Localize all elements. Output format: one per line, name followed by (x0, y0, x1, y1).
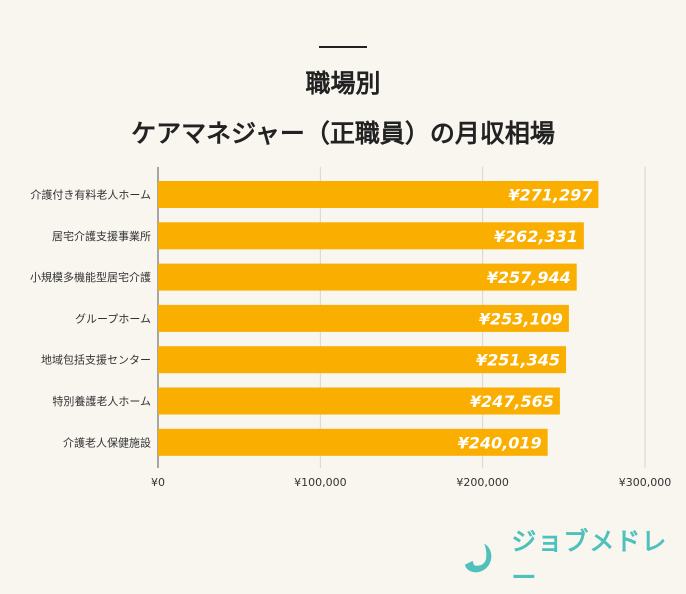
title-rule (319, 46, 367, 48)
x-tick-label: ¥200,000 (456, 476, 509, 489)
data-label: ¥240,019 (458, 433, 542, 452)
chart-title-line-2: ケアマネジャー（正職員）の月収相場 (131, 119, 555, 148)
x-tick-label: ¥0 (151, 476, 165, 489)
data-label: ¥262,331 (494, 227, 578, 246)
data-label: ¥247,565 (470, 392, 554, 411)
bar (158, 222, 584, 250)
x-tick-label: ¥300,000 (619, 476, 672, 489)
logo: ジョブメドレー (463, 522, 686, 594)
category-label: 介護付き有料老人ホーム (30, 188, 151, 202)
category-label: 居宅介護支援事業所 (52, 229, 151, 243)
bar (158, 387, 560, 415)
bar (158, 304, 569, 332)
bar (158, 263, 577, 291)
bar (158, 346, 567, 374)
logo-text: ジョブメドレー (511, 527, 668, 592)
data-label: ¥251,345 (476, 351, 560, 370)
bar (158, 428, 548, 456)
category-label: 小規模多機能型居宅介護 (30, 270, 151, 284)
category-label: 特別養護老人ホーム (52, 394, 151, 408)
data-label: ¥257,944 (487, 268, 571, 287)
data-label: ¥271,297 (508, 186, 593, 205)
chart-title-line-1: 職場別 (305, 69, 381, 98)
category-label: 介護老人保健施設 (63, 435, 151, 449)
logo-mark-icon (464, 543, 492, 573)
category-label: グループホーム (75, 311, 151, 325)
x-tick-label: ¥100,000 (294, 476, 347, 489)
bar (158, 181, 599, 208)
data-label: ¥253,109 (479, 309, 563, 328)
category-label: 地域包括支援センター (41, 353, 151, 367)
bar-chart: ¥0 ¥100,000 ¥200,000 ¥300,000 介護付き有料老人ホーム ¥27… (30, 167, 672, 489)
